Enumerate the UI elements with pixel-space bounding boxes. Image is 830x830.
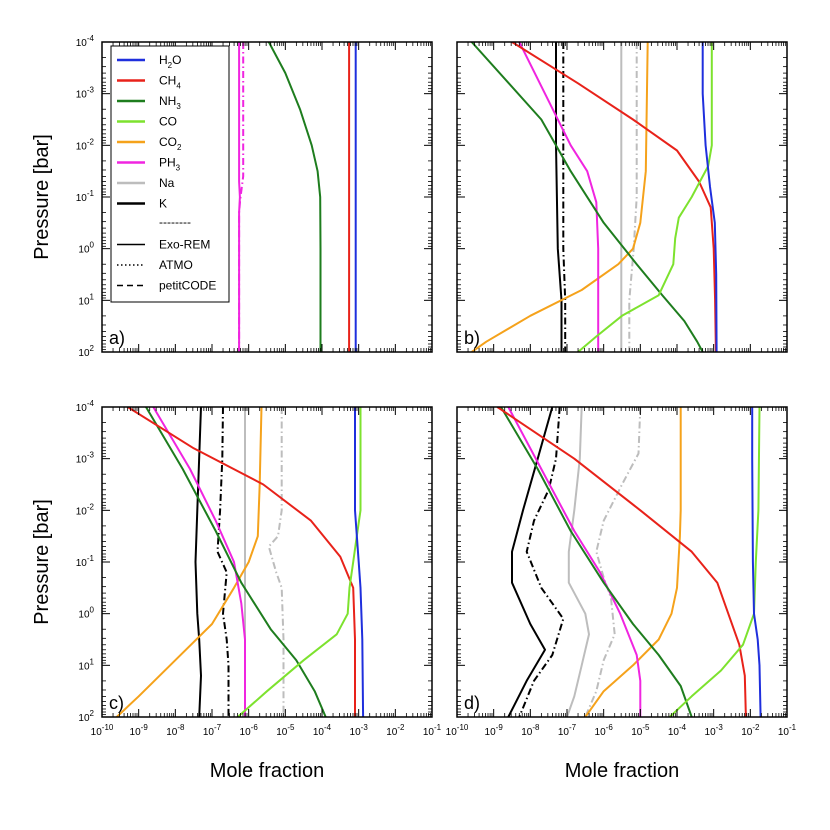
series-group: [238, 42, 357, 352]
x-tick-label: 10-9: [130, 723, 149, 738]
panel-frame: [101, 406, 433, 718]
y-tick-label: 10-2: [76, 502, 95, 517]
series-line-na-dotdash: [584, 407, 642, 717]
series-line-h2o: [354, 407, 365, 717]
legend-model-entry: ATMO: [159, 258, 193, 272]
series-line-na-dotdash: [628, 42, 638, 352]
x-tick-label: 10-6: [595, 723, 614, 738]
y-tick-label: 102: [78, 344, 94, 359]
x-tick-label: 10-7: [203, 723, 222, 738]
x-tick-label: 10-3: [705, 723, 724, 738]
legend-entry: NH3: [159, 94, 181, 111]
y-tick-label: 100: [78, 606, 94, 621]
x-tick-label: 10-9: [485, 723, 504, 738]
series-line-k-dotdash: [216, 407, 230, 717]
panel-d: 10-10 10-9 10-8 10-7 10-6 10-5 10-4 10-3 10-2 10-…: [446, 406, 797, 782]
panel-c: 10-4 10-3 10-2 10-1 100 101 102 Pressure [bar] 1…: [31, 399, 442, 782]
series-line-ph3: [518, 42, 600, 352]
series-line-co: [237, 407, 362, 717]
y-tick-label: 10-4: [76, 399, 95, 414]
y-axis-label: Pressure [bar]: [31, 134, 53, 260]
panel-label: b): [464, 328, 480, 348]
y-tick-label: 101: [78, 657, 94, 672]
legend-model-entry: Exo-REM: [159, 238, 210, 252]
x-tick-label: 10-7: [558, 723, 577, 738]
y-tick-label: 101: [78, 292, 94, 307]
series-line-ph3-dotdash: [238, 42, 245, 352]
legend-entry: Na: [159, 176, 175, 190]
legend-entry: CO: [159, 115, 177, 129]
series-line-nh3: [145, 407, 327, 717]
legend-model-entry: petitCODE: [159, 279, 216, 293]
series-line-na: [566, 407, 590, 717]
x-tick-label: 10-5: [631, 723, 650, 738]
y-tick-label: 102: [78, 709, 94, 724]
series-line-h2o: [701, 42, 718, 352]
series-line-nh3: [267, 42, 322, 352]
y-axis-label: Pressure [bar]: [31, 499, 53, 625]
series-group: [116, 407, 365, 717]
series-line-na-dotdash: [267, 407, 285, 717]
y-tick-label: 10-1: [76, 554, 95, 569]
series-line-nh3: [470, 42, 704, 352]
y-tick-label: 10-2: [76, 137, 95, 152]
y-tick-label: 10-1: [76, 189, 95, 204]
panel-label: d): [464, 693, 480, 713]
y-tick-label: 10-4: [76, 34, 95, 49]
x-tick-label: 10-4: [668, 723, 687, 738]
x-tick-label: 10-6: [240, 723, 259, 738]
legend-separator: --------: [159, 215, 191, 229]
series-line-k: [194, 407, 202, 717]
x-tick-label: 10-3: [350, 723, 369, 738]
series-line-co2: [471, 42, 649, 352]
x-tick-label: 10-2: [741, 723, 760, 738]
x-tick-label: 10-8: [166, 723, 185, 738]
x-axis-label: Mole fraction: [565, 760, 680, 782]
x-tick-label: 10-10: [446, 723, 469, 738]
legend-box: [110, 45, 230, 303]
series-line-co: [577, 42, 713, 352]
series-line-nh3: [500, 407, 693, 717]
y-tick-label: 10-3: [76, 86, 95, 101]
series-line-co: [669, 407, 761, 717]
legend-entry: PH3: [159, 156, 181, 173]
legend-entry: H2O: [159, 53, 181, 70]
x-tick-label: 10-8: [521, 723, 540, 738]
y-tick-label: 10-3: [76, 451, 95, 466]
panel-label: a): [109, 328, 125, 348]
panel-a: 10-4 10-3 10-2 10-1 100 101 102 Pressure [bar] a…: [31, 34, 433, 359]
series-line-co2: [584, 407, 682, 717]
legend-entry: CH4: [159, 74, 181, 91]
series-line-ch4: [496, 407, 747, 717]
x-tick-label: 10-10: [91, 723, 114, 738]
x-axis-label: Mole fraction: [210, 760, 325, 782]
series-line-k: [555, 42, 563, 352]
series-line-h2o: [751, 407, 762, 717]
series-line-k-dotdash: [562, 42, 567, 352]
x-tick-label: 10-5: [276, 723, 295, 738]
series-group: [496, 407, 762, 717]
legend: H2O CH4 NH3 CO CO2 PH3 Na K -------- Exo-REM ATMO p…: [110, 45, 230, 303]
panel-label: c): [109, 693, 124, 713]
series-line-k: [507, 407, 554, 717]
series-line-co2: [116, 407, 263, 717]
x-tick-label: 10-4: [313, 723, 332, 738]
panel-b: b): [456, 41, 788, 353]
y-tick-label: 100: [78, 241, 94, 256]
panel-frame: [456, 406, 788, 718]
x-tick-label: 10-1: [423, 723, 442, 738]
x-tick-label: 10-1: [778, 723, 797, 738]
series-group: [470, 42, 718, 352]
series-line-ch4: [127, 407, 356, 717]
legend-entry: CO2: [159, 135, 182, 152]
x-tick-label: 10-2: [386, 723, 405, 738]
series-line-ph3: [152, 407, 246, 717]
legend-entry: K: [159, 197, 167, 211]
series-line-k-dotdash: [518, 407, 565, 717]
